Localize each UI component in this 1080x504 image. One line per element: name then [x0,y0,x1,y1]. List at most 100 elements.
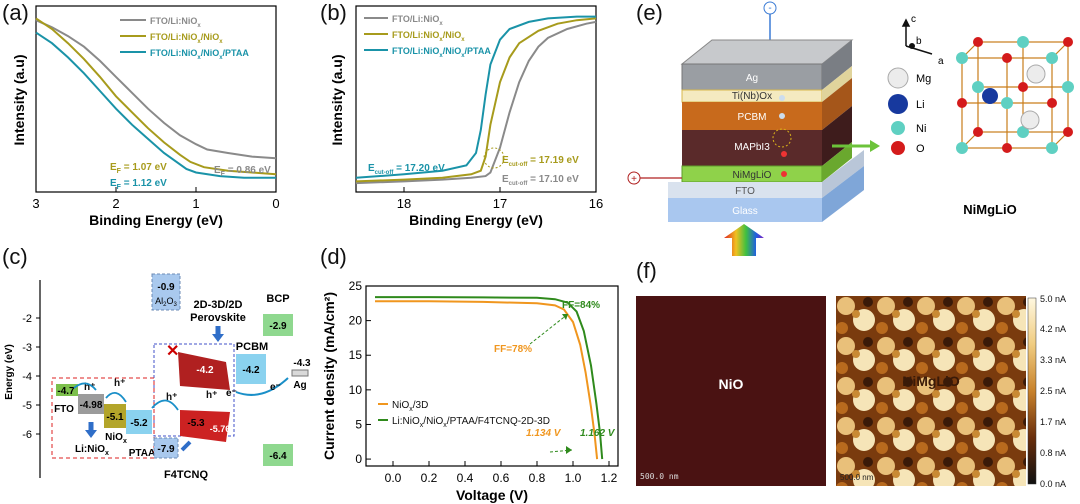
nio-box [104,404,126,428]
legend-b-2: FTO/Li:NiO [392,30,439,40]
cb-tick-6: 0.0 nA [1040,479,1066,489]
layer-label-pcbm: PCBM [738,112,767,123]
a-marks-series-0 [35,19,277,160]
chart-a-xlabel: Binding Energy (eV) [89,212,223,228]
chart-d: 0.0 0.2 0.4 0.6 0.8 1.0 1.2 0 5 10 15 20 25 Current … [321,279,619,503]
e-arrow [235,377,289,396]
chart-a-frame [35,5,277,193]
bottom-right-box [263,444,293,466]
tick-m4: -4 [22,371,32,383]
svg-text:FTO/Li:NiOx/NiOx: FTO/Li:NiOx/NiOx [150,32,223,45]
a-xtick-label-0: 3 [32,196,39,211]
lattice-atom-14 [1062,81,1074,93]
crystal-caption: NiMgLiO [963,202,1016,217]
ff-arrow [529,313,569,345]
legend-a-2: FTO/Li:NiO [150,32,197,42]
fto-label: FTO [54,404,74,415]
energy-ylabel: Energy (eV) [4,344,15,400]
lattice-atom-li [982,88,998,104]
d-xtick-label-4: 0.8 [529,471,546,485]
afm-nio-label: NiO [718,376,744,392]
e-label-2: e⁻ [226,388,237,399]
chart-d-legend: NiOx/3D Li:NiOx/NiOx/PTAA/F4TCNQ-2D-3D [378,400,550,429]
cb-tick-4: 1.7 nA [1040,417,1066,427]
pcbm-label: PCBM [236,341,268,353]
lattice-atom-mg-2 [1020,110,1040,130]
d-xtick-label-5: 1.0 [565,471,582,485]
svg-text:NiOx/3D: NiOx/3D [392,400,428,413]
perov-homo [180,410,230,442]
tick-m2: -2 [22,313,32,325]
b-xtick-label-0: 18 [397,196,411,211]
chart-a-legend: FTO/Li:NiOx FTO/Li:NiOx/NiOx FTO/Li:NiOx… [120,16,249,61]
plus-terminal [627,171,641,185]
atom-mg-icon [887,67,909,89]
linio-label: Li:NiOx [75,444,109,457]
chart-d-ylabel: Current density (mA/cm²) [321,292,337,460]
minus-sign: - [768,3,771,14]
cb-tick-0: 5.0 nA [1040,294,1066,304]
a-xtick-label-3: 0 [272,196,279,211]
layer-label-ag: Ag [746,73,758,84]
minus-terminal [763,1,777,15]
d-xtick-label-1: 0.2 [421,471,438,485]
perovskite-title-1: 2D-3D/2D [194,299,243,311]
d-ytick-label-2: 10 [349,383,363,397]
layer-label-fto: FTO [735,186,755,197]
d-xtick-label-0: 0.0 [385,471,402,485]
cb-tick-3: 2.5 nA [1040,386,1066,396]
f4tcnq-box [153,437,179,459]
lattice-atom-6 [956,142,968,154]
f4tcnq-value: -7.9 [157,444,175,455]
zoom-arrow [870,140,880,152]
bcp-box [263,314,293,336]
lattice-atom-12 [972,81,984,93]
chart-b: 18 17 16 Intensity (a.u) Binding Energy (e… [329,5,603,228]
axis-b: b [916,36,922,47]
a-marks-series-1 [35,17,277,176]
hplus-3: h⁺ [166,392,177,403]
b-xtick-label-1: 17 [493,196,507,211]
layer-label-ti: Ti(Nb)Ox [732,91,772,102]
chart-d-xlabel: Voltage (V) [456,487,528,503]
layer-label-mapbi3: MAPbI3 [734,142,770,153]
legend-li: Li [916,99,925,111]
d-ytick-label-0: 0 [355,452,362,466]
annot-b-cut-3: Ecut-off = 17.10 eV [502,174,579,187]
a-marks-series-2 [35,31,276,179]
d-ytick-label-3: 15 [349,348,363,362]
svg-text:FTO/Li:NiOx/NiOx/PTAA: FTO/Li:NiOx/NiOx/PTAA [150,48,249,61]
ag-label: Ag [293,380,306,391]
b-marks-series-1 [355,17,597,183]
perov-h2: -5.76 [210,424,231,434]
device-schematic: - Ag Ti(Nb)Ox PCBM MAPbI3 NiMgLiO FTO Gl… [627,1,1074,256]
axis-c: c [911,14,916,25]
d-ytick-label-1: 5 [355,417,362,431]
legend-mg: Mg [916,73,931,85]
chart-b-xlabel: Binding Energy (eV) [409,212,543,228]
nio-label: NiOx [105,432,127,445]
a-xtick-label-1: 2 [112,196,119,211]
panel-label-c: (c) [2,244,28,269]
cb-tick-2: 3.3 nA [1040,355,1066,365]
legend-b-1: FTO/Li:NiO [392,14,439,24]
legend-d-2: Li:NiO [392,416,420,427]
afm-nio-scale: 500.0 nm [640,472,679,481]
chart-b-legend: FTO/Li:NiOx FTO/Li:NiOx/NiOx FTO/Li:NiOx… [364,14,491,59]
chart-d-frame [365,285,619,467]
lattice-atom-9 [973,37,983,47]
light-arrow-icon [724,224,764,256]
nio-value: -5.1 [106,412,124,423]
e-label: e⁻ [270,382,281,393]
ptaa-box [126,410,152,434]
perov-lumo [178,352,230,390]
fto-box [56,384,78,396]
afm-nimglio-scale: 500.0 nm [840,473,874,482]
ag-value: -4.3 [293,358,311,369]
afm-map-nio: NiO 500.0 nm [636,296,826,486]
lattice-atom-7 [1002,143,1012,153]
layer-glass [668,198,822,222]
panel-label-b: (b) [320,0,347,25]
panel-label-d: (d) [320,244,347,269]
panel-label-a: (a) [2,0,29,25]
